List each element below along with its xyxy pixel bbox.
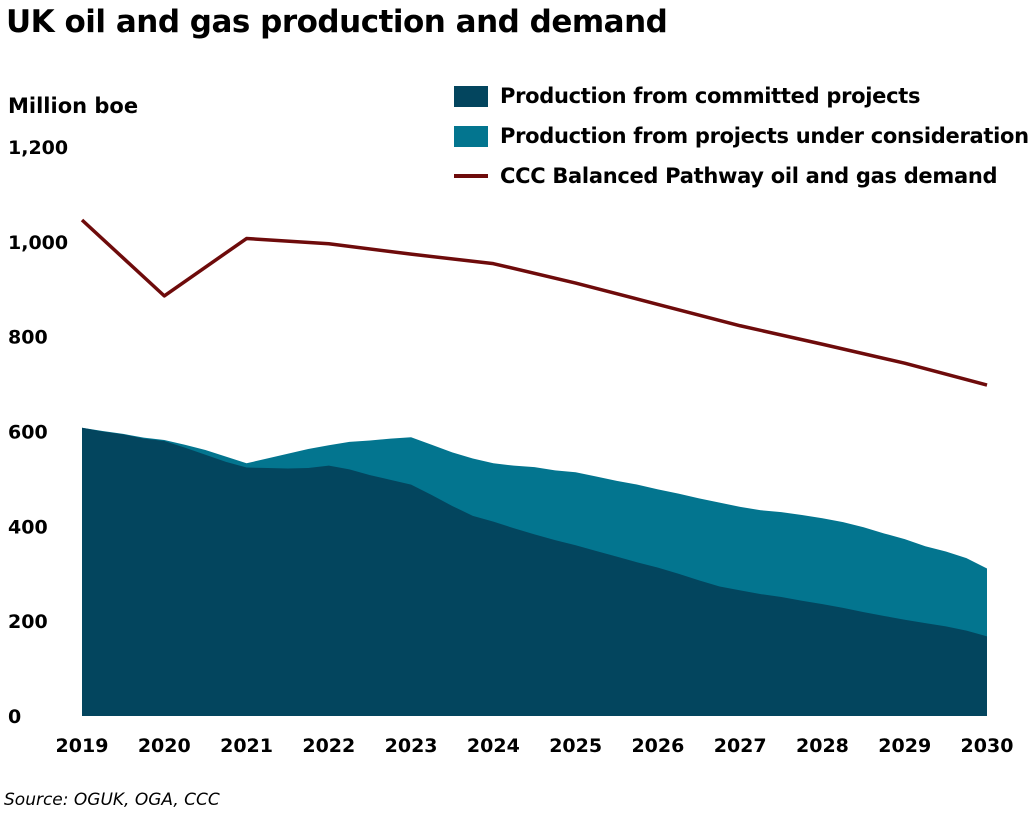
y-tick-label-0: 0 [8, 706, 21, 728]
y-tick-label-400: 400 [8, 516, 48, 538]
x-tick-label-2019: 2019 [56, 735, 109, 757]
x-tick-label-2021: 2021 [220, 735, 273, 757]
x-tick-label-2022: 2022 [302, 735, 355, 757]
source-note: Source: OGUK, OGA, CCC [4, 790, 220, 810]
y-tick-label-1200: 1,200 [8, 137, 68, 159]
legend-item-consideration: Production from projects under considera… [454, 116, 1029, 156]
x-tick-label-2020: 2020 [138, 735, 191, 757]
line-demand [80, 218, 988, 387]
y-tick-label-1000: 1,000 [8, 232, 68, 254]
legend-item-committed: Production from committed projects [454, 76, 1024, 116]
x-tick-label-2029: 2029 [878, 735, 931, 757]
chart-title: UK oil and gas production and demand [6, 4, 668, 40]
legend-swatch-consideration [454, 125, 488, 147]
legend-swatch-committed [454, 85, 488, 107]
x-tick-label-2024: 2024 [467, 735, 520, 757]
y-axis-label: Million boe [8, 94, 139, 118]
legend-label-committed: Production from committed projects [500, 84, 921, 108]
x-tick-label-2028: 2028 [796, 735, 849, 757]
x-tick-label-2025: 2025 [549, 735, 602, 757]
x-tick-label-2030: 2030 [961, 735, 1014, 757]
legend-swatch-demand [454, 174, 488, 178]
x-tick-label-2027: 2027 [714, 735, 767, 757]
y-tick-label-800: 800 [8, 327, 48, 349]
legend-label-demand: CCC Balanced Pathway oil and gas demand [500, 164, 998, 188]
y-tick-label-600: 600 [8, 422, 48, 444]
y-tick-label-200: 200 [8, 611, 48, 633]
x-tick-label-2026: 2026 [631, 735, 684, 757]
legend-label-consideration: Production from projects under considera… [500, 124, 1029, 148]
legend: Production from committed projects Produ… [454, 76, 1029, 196]
area-committed [82, 427, 987, 716]
x-tick-label-2023: 2023 [385, 735, 438, 757]
legend-item-demand: CCC Balanced Pathway oil and gas demand [454, 156, 1024, 196]
